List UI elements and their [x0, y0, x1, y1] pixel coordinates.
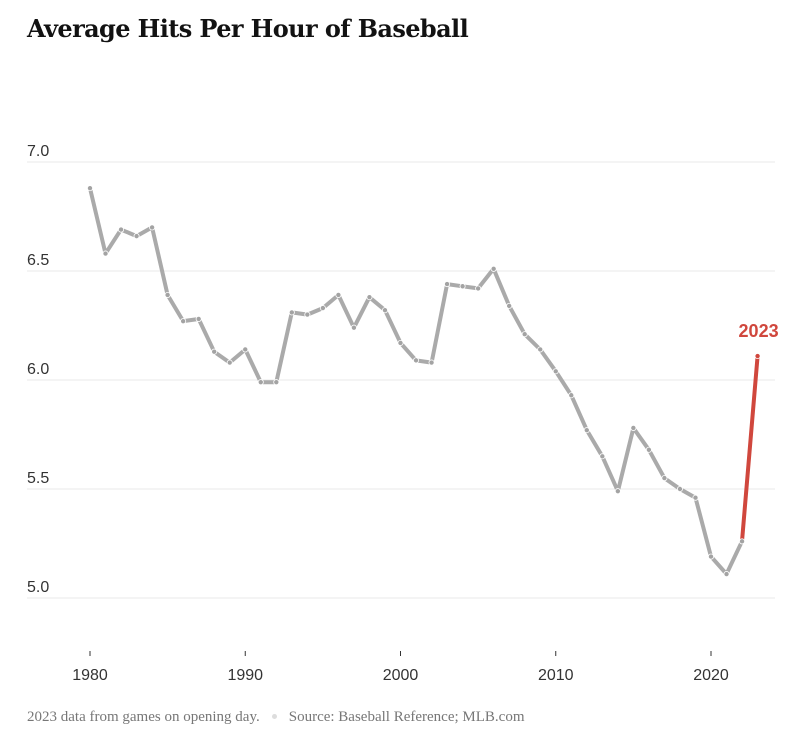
- data-point: [739, 538, 746, 545]
- data-point: [118, 226, 125, 233]
- x-tick-label: 1980: [72, 667, 108, 684]
- x-tick-label: 2010: [538, 667, 574, 684]
- y-tick-label: 6.0: [27, 361, 49, 378]
- data-point: [676, 485, 683, 492]
- y-tick-label: 5.5: [27, 470, 49, 487]
- data-point: [568, 392, 575, 399]
- annotation-label: 2023: [739, 321, 779, 341]
- y-tick-label: 6.5: [27, 252, 49, 269]
- data-point: [87, 185, 94, 192]
- data-point: [444, 281, 451, 288]
- gridlines: [27, 161, 775, 599]
- data-point: [180, 318, 187, 325]
- data-point: [459, 283, 466, 290]
- data-point: [149, 224, 156, 231]
- series-line-historical: [88, 186, 744, 576]
- series-lines: [88, 186, 760, 576]
- data-point: [583, 427, 590, 434]
- data-point: [599, 453, 606, 460]
- data-point: [552, 368, 559, 375]
- y-tick-label: 7.0: [27, 143, 49, 160]
- footer-source: Source: Baseball Reference; MLB.com: [288, 709, 525, 725]
- data-point: [708, 553, 715, 560]
- data-point: [475, 285, 482, 292]
- data-point: [288, 309, 295, 316]
- data-point: [692, 494, 699, 501]
- data-point: [102, 250, 109, 257]
- data-point: [413, 357, 420, 364]
- data-point: [257, 379, 264, 386]
- data-point: [381, 307, 388, 314]
- data-point: [226, 359, 233, 366]
- data-point: [661, 475, 668, 482]
- x-axis: 1980 1990 2000 2010 2020: [72, 651, 729, 684]
- data-point: [133, 233, 140, 240]
- y-tick-label: 5.0: [27, 579, 49, 596]
- data-point: [164, 291, 171, 298]
- annotations: 2023: [739, 321, 779, 341]
- data-point: [397, 339, 404, 346]
- data-point: [521, 331, 528, 338]
- data-point: [195, 315, 202, 322]
- data-point: [335, 291, 342, 298]
- data-point: [614, 488, 621, 495]
- series-line-2023: [740, 354, 760, 544]
- data-point: [723, 571, 730, 578]
- data-point: [242, 346, 249, 353]
- data-point: [490, 265, 497, 272]
- data-point: [754, 353, 761, 360]
- data-point: [273, 379, 280, 386]
- x-tick-label: 2000: [383, 667, 419, 684]
- x-tick-label: 1990: [227, 667, 263, 684]
- data-point: [630, 424, 637, 431]
- series-points: [87, 185, 761, 578]
- chart-title: Average Hits Per Hour of Baseball: [27, 14, 469, 43]
- separator-dot: [271, 714, 277, 720]
- x-tick-label: 2020: [693, 667, 729, 684]
- data-point: [428, 359, 435, 366]
- data-point: [211, 348, 218, 355]
- footer-note: 2023 data from games on opening day.: [27, 709, 260, 725]
- data-point: [319, 305, 326, 312]
- data-point: [350, 324, 357, 331]
- data-point: [645, 446, 652, 453]
- data-point: [537, 346, 544, 353]
- y-axis: 5.0 5.5 6.0 6.5 7.0: [27, 143, 49, 596]
- data-point: [366, 294, 373, 301]
- chart-footer: 2023 data from games on opening day. Sour…: [27, 709, 525, 726]
- data-point: [304, 311, 311, 318]
- data-point: [506, 302, 513, 309]
